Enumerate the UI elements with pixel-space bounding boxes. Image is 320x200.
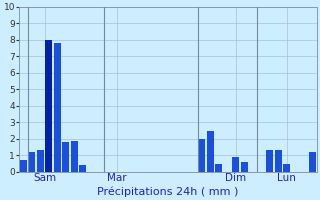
Bar xyxy=(266,150,273,172)
Bar xyxy=(207,131,214,172)
Bar xyxy=(309,152,316,172)
Bar xyxy=(71,141,78,172)
Bar xyxy=(45,40,52,172)
Bar xyxy=(232,157,239,172)
Bar xyxy=(79,165,86,172)
Bar xyxy=(241,162,248,172)
Bar xyxy=(275,150,282,172)
Bar xyxy=(62,142,69,172)
Bar xyxy=(37,150,44,172)
Bar xyxy=(54,43,61,172)
Bar xyxy=(198,139,205,172)
Bar xyxy=(215,164,222,172)
X-axis label: Précipitations 24h ( mm ): Précipitations 24h ( mm ) xyxy=(97,186,238,197)
Bar xyxy=(28,152,36,172)
Bar xyxy=(20,160,27,172)
Bar xyxy=(283,164,291,172)
